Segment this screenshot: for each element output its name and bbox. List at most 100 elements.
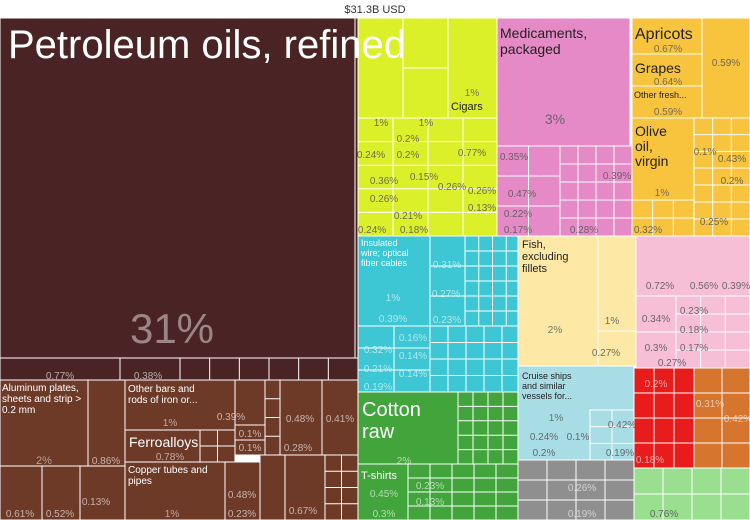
data-label-2: 0.38% xyxy=(134,371,162,382)
share-copper-tubes: 1% xyxy=(165,509,180,520)
tile-metal-052[interactable] xyxy=(41,465,81,520)
label-aluminum-plates-line-1: Aluminum plates, xyxy=(2,383,79,394)
label-medicaments-packaged-line-1: Medicaments, xyxy=(500,25,587,41)
label-cigars: Cigars xyxy=(451,101,483,113)
data-label-24: 0.26% xyxy=(370,194,398,205)
tile-metal-086[interactable] xyxy=(87,379,126,467)
data-label-77: 0.18% xyxy=(636,455,664,466)
data-label-33: 0.47% xyxy=(508,189,536,200)
label-fish-excluding-fillets-line-1: Fish, xyxy=(522,239,546,251)
data-label-37: 0.59% xyxy=(712,58,740,69)
data-label-11: 0.41% xyxy=(326,414,354,425)
data-label-58: 0.34% xyxy=(642,314,670,325)
label-other-bars-iron-line-1: Other bars and xyxy=(128,384,195,395)
tile-animal-1[interactable] xyxy=(597,235,637,332)
data-label-21: 0.77% xyxy=(458,148,486,159)
label-aluminum-plates-line-2: sheets and strip > xyxy=(2,394,81,405)
label-olive-oil-virgin-line-2: oil, xyxy=(635,138,653,154)
data-label-55: 0.72% xyxy=(646,281,674,292)
data-label-54: 0.27% xyxy=(592,348,620,359)
data-label-51: 0.14% xyxy=(399,369,427,380)
tile-mach-a[interactable] xyxy=(429,235,466,327)
tile-metal-039[interactable] xyxy=(234,379,266,426)
share-t-shirts: 0.45% xyxy=(370,489,398,500)
label-olive-oil-virgin-line-3: virgin xyxy=(635,153,668,169)
data-label-29: 0.24% xyxy=(358,225,386,236)
data-label-12: 0.28% xyxy=(284,443,312,454)
data-label-10: 0.48% xyxy=(286,414,314,425)
data-label-23: 0.15% xyxy=(410,172,438,183)
tile-t-shirts[interactable] xyxy=(357,463,409,520)
data-label-47: 0.16% xyxy=(399,333,427,344)
data-label-32: 0.39% xyxy=(603,171,631,182)
data-label-20: 0.2% xyxy=(397,150,420,161)
data-label-9: 0.1% xyxy=(239,443,262,454)
label-insulated-wire-line-1: Insulated xyxy=(361,238,398,248)
tile-medicaments-packaged[interactable] xyxy=(496,17,631,147)
label-medicaments-packaged-line-2: packaged xyxy=(500,41,561,57)
data-label-8: 0.1% xyxy=(239,429,262,440)
label-apricots: Apricots xyxy=(635,26,693,43)
tile-aluminum-plates[interactable] xyxy=(0,379,89,467)
tile-other-fresh[interactable] xyxy=(631,85,703,119)
label-cotton-raw-line-2: raw xyxy=(362,421,395,443)
tile-misc-big[interactable] xyxy=(635,235,750,297)
data-label-67: 0.2% xyxy=(533,448,556,459)
label-ferroalloys: Ferroalloys xyxy=(129,434,198,450)
tile-insulated-wire[interactable] xyxy=(357,235,431,327)
data-label-61: 0.3% xyxy=(645,343,668,354)
data-label-31: 0.35% xyxy=(500,152,528,163)
data-label-56: 0.56% xyxy=(690,281,718,292)
data-label-41: 0.25% xyxy=(700,217,728,228)
data-label-75: 0.31% xyxy=(696,399,724,410)
data-label-59: 0.23% xyxy=(680,306,708,317)
tile-metal-067[interactable] xyxy=(284,454,326,520)
data-label-44: 0.27% xyxy=(432,289,460,300)
data-label-57: 0.39% xyxy=(722,281,750,292)
data-label-35: 0.17% xyxy=(504,225,532,236)
data-label-52: 0.19% xyxy=(364,382,392,393)
data-label-18: 0.2% xyxy=(397,134,420,145)
share-grapes: 0.64% xyxy=(654,77,682,88)
data-label-40: 0.2% xyxy=(721,176,744,187)
share-cotton-raw: 2% xyxy=(397,456,412,467)
tile-apricots[interactable] xyxy=(631,17,703,55)
data-label-26: 0.26% xyxy=(468,186,496,197)
data-label-72: 0.26% xyxy=(568,483,596,494)
share-ferroalloys: 0.78% xyxy=(156,452,184,463)
data-label-64: 0.42% xyxy=(608,420,636,431)
data-label-1: 0.77% xyxy=(46,371,74,382)
share-apricots: 0.67% xyxy=(654,44,682,55)
data-label-16: 1% xyxy=(374,118,389,129)
tile-other-bars-iron[interactable] xyxy=(124,379,236,431)
tile-animal-027[interactable] xyxy=(597,330,637,367)
share-other-fresh: 0.59% xyxy=(654,107,682,118)
label-copper-tubes-line-1: Copper tubes and xyxy=(128,465,208,476)
tile-cotton-raw[interactable] xyxy=(357,391,459,465)
tile-metal-061[interactable] xyxy=(0,465,43,520)
share-fish: 2% xyxy=(548,325,563,336)
label-fish-excluding-fillets-line-2: excluding xyxy=(522,251,568,263)
share-cigars: 1% xyxy=(465,88,480,99)
data-label-65: 0.24% xyxy=(530,432,558,443)
tile-metal-small-c[interactable] xyxy=(259,454,286,520)
tile-petroleum-oils-refined[interactable] xyxy=(0,17,356,359)
data-label-13: 0.48% xyxy=(228,490,256,501)
data-label-4: 0.61% xyxy=(6,509,34,520)
tile-metal-013[interactable] xyxy=(79,465,126,520)
share-olive-oil: 1% xyxy=(655,188,670,199)
label-aluminum-plates-line-3: 0.2 mm xyxy=(2,405,35,416)
tile-food-a[interactable] xyxy=(693,117,750,169)
label-petroleum-oils-refined: Petroleum oils, refined xyxy=(8,23,406,67)
data-label-46: 0.23% xyxy=(433,315,461,326)
tile-copper-tubes[interactable] xyxy=(124,461,226,520)
data-label-70: 0.13% xyxy=(416,497,444,508)
label-fish-excluding-fillets-line-3: fillets xyxy=(522,263,548,275)
label-t-shirts: T-shirts xyxy=(361,470,398,482)
share-aluminum-plates: 2% xyxy=(36,455,52,467)
label-insulated-wire-line-2: wire; optical xyxy=(360,248,409,258)
tile-fish-excluding-fillets[interactable] xyxy=(517,235,599,367)
data-label-7: 0.39% xyxy=(217,412,245,423)
data-label-78: 0.76% xyxy=(650,509,678,520)
